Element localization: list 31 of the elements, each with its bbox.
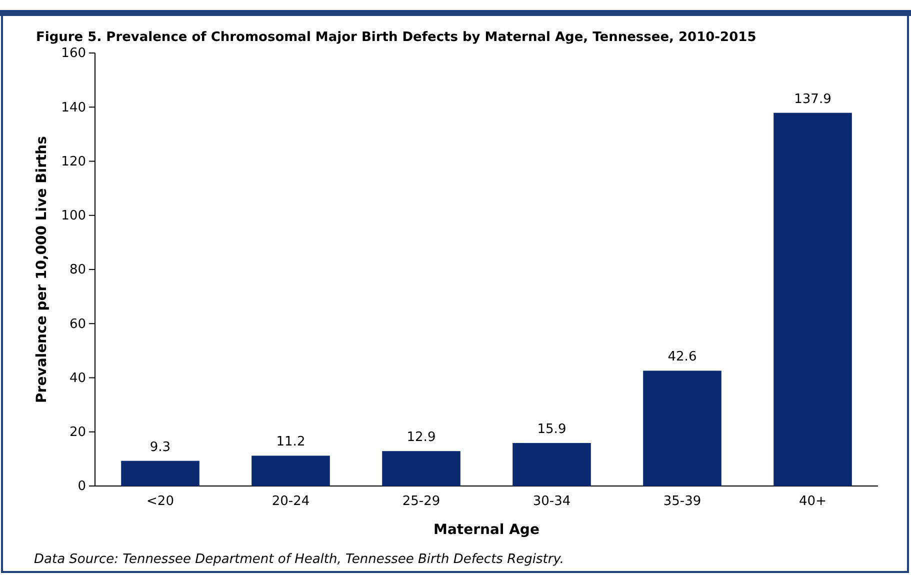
x-axis-title: Maternal Age — [434, 522, 540, 538]
data-label: 42.6 — [668, 350, 697, 365]
x-tick-label: 35-39 — [663, 494, 702, 510]
data-label: 9.3 — [150, 440, 171, 455]
y-tick-label: 40 — [69, 370, 86, 386]
x-tick-label: 30-34 — [532, 494, 571, 510]
bar — [774, 112, 852, 486]
x-tick-label: 20-24 — [272, 494, 310, 510]
y-tick-label: 120 — [61, 154, 86, 170]
bar — [252, 456, 330, 486]
bar — [512, 442, 591, 486]
source-note: Data Source: Tennessee Department of Health, Tennessee Birth Defects Registry. — [34, 552, 564, 567]
y-tick-label: 160 — [61, 46, 86, 62]
chart-title: Figure 5. Prevalence of Chromosomal Major Birth Defects by Maternal Age, Tennessee, 2010-2015 — [36, 30, 756, 45]
data-label: 11.2 — [276, 434, 306, 450]
x-tick-label: 25-29 — [402, 494, 440, 510]
y-tick-label: 0 — [78, 479, 86, 494]
bar — [121, 460, 200, 486]
y-axis-title: Prevalence per 10,000 Live Births — [34, 136, 50, 403]
x-tick-label: <20 — [146, 494, 174, 510]
y-tick-label: 140 — [61, 100, 86, 116]
y-tick-label: 100 — [61, 208, 86, 224]
y-tick-label: 60 — [69, 316, 86, 332]
x-tick-label: 40+ — [799, 494, 826, 510]
data-label: 15.9 — [537, 422, 566, 437]
bar — [382, 451, 460, 486]
bar — [643, 370, 722, 486]
data-label: 12.9 — [406, 430, 436, 446]
y-tick-label: 20 — [69, 425, 86, 440]
y-tick-label: 80 — [69, 262, 86, 278]
data-label: 137.9 — [794, 92, 832, 107]
